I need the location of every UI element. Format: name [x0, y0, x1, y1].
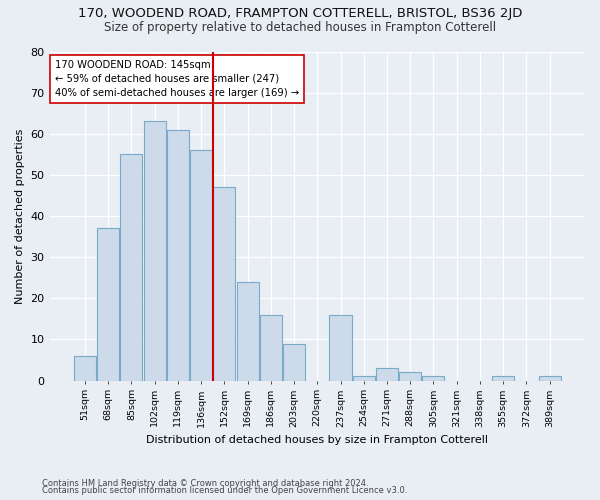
- Text: Contains HM Land Registry data © Crown copyright and database right 2024.: Contains HM Land Registry data © Crown c…: [42, 478, 368, 488]
- Bar: [74, 356, 96, 380]
- Text: Size of property relative to detached houses in Frampton Cotterell: Size of property relative to detached ho…: [104, 21, 496, 34]
- Bar: [399, 372, 421, 380]
- Bar: [353, 376, 375, 380]
- Bar: [283, 344, 305, 380]
- Y-axis label: Number of detached properties: Number of detached properties: [15, 128, 25, 304]
- Bar: [213, 187, 235, 380]
- Text: Contains public sector information licensed under the Open Government Licence v3: Contains public sector information licen…: [42, 486, 407, 495]
- Bar: [121, 154, 142, 380]
- Bar: [260, 314, 282, 380]
- Bar: [190, 150, 212, 380]
- Bar: [492, 376, 514, 380]
- Bar: [376, 368, 398, 380]
- X-axis label: Distribution of detached houses by size in Frampton Cotterell: Distribution of detached houses by size …: [146, 435, 488, 445]
- Text: 170, WOODEND ROAD, FRAMPTON COTTERELL, BRISTOL, BS36 2JD: 170, WOODEND ROAD, FRAMPTON COTTERELL, B…: [78, 8, 522, 20]
- Bar: [422, 376, 445, 380]
- Bar: [539, 376, 560, 380]
- Bar: [236, 282, 259, 380]
- Bar: [143, 122, 166, 380]
- Bar: [167, 130, 189, 380]
- Bar: [329, 314, 352, 380]
- Bar: [97, 228, 119, 380]
- Text: 170 WOODEND ROAD: 145sqm
← 59% of detached houses are smaller (247)
40% of semi-: 170 WOODEND ROAD: 145sqm ← 59% of detach…: [55, 60, 299, 98]
